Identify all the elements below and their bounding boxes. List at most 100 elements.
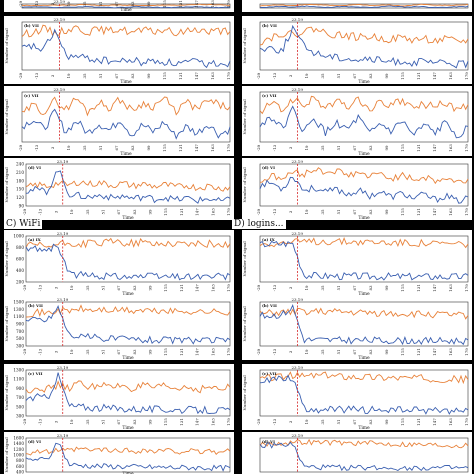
x-tick-label: 3	[50, 2, 55, 5]
x-tick-label: 83	[132, 419, 137, 425]
x-tick-label: 35	[320, 145, 325, 151]
x-tick-label: -29	[22, 348, 27, 355]
y-tick-label: 800	[16, 245, 24, 250]
x-tick-label: -13	[272, 348, 277, 355]
x-tick-label: -29	[18, 144, 23, 151]
plot-frame	[259, 369, 469, 417]
x-tick-label: 163	[210, 144, 215, 152]
panel-tag: (b) VII	[262, 303, 277, 308]
x-tick-label: 51	[100, 209, 105, 214]
x-tick-label: 99	[146, 145, 151, 151]
x-tick-label: 35	[320, 73, 325, 79]
x-tick-label: 19	[304, 419, 309, 425]
x-tick-label: 35	[85, 285, 90, 291]
x-tick-label: 51	[336, 285, 341, 290]
x-axis-label: Time	[122, 425, 134, 431]
x-tick-label: -13	[34, 0, 39, 7]
event-label: 23.19	[291, 159, 303, 164]
series-line-orange	[259, 3, 469, 7]
x-tick-label: 83	[132, 209, 137, 215]
x-tick-label: 147	[432, 418, 437, 426]
series-line-blue	[259, 105, 469, 139]
panel-bg	[4, 158, 234, 220]
y-axis-label: Number of signal	[4, 167, 9, 203]
subplot-c1: 23.19 -29 -13 3 19 35 51 67 83 99 115 131 147 163 179 T…	[4, 0, 234, 13]
x-tick-label: 115	[162, 0, 167, 8]
x-tick-label: 147	[194, 144, 199, 152]
x-tick-label: 179	[464, 72, 469, 80]
event-label: 23.19	[291, 365, 303, 370]
event-label: 23.19	[53, 87, 65, 92]
x-tick-label: 115	[163, 208, 168, 216]
y-axis-label: Number of signal	[242, 167, 247, 203]
x-tick-label: 19	[69, 285, 74, 291]
panel-tag: (b) VII	[262, 23, 277, 28]
x-tick-label: 163	[210, 0, 215, 8]
x-tick-label: -13	[272, 418, 277, 425]
event-label: 23.19	[57, 159, 69, 164]
y-axis-label: Number of signal	[4, 99, 9, 135]
x-tick-label: 131	[416, 348, 421, 356]
subplot-d3: 23.19 (c) VII -29 -13 3 19 35 51 67 83 99 115 131 147…	[242, 86, 472, 157]
series-line-blue	[259, 303, 469, 346]
x-tick-label: 131	[416, 418, 421, 426]
x-tick-label: 99	[148, 285, 153, 291]
x-tick-label: 163	[210, 348, 215, 356]
x-tick-label: 51	[336, 145, 341, 150]
subplot-d8: 23.19 (d) VI	[242, 432, 472, 474]
event-label: 23.19	[291, 297, 303, 302]
x-tick-label: 51	[336, 73, 341, 78]
plot-frame	[25, 437, 231, 473]
x-tick-label: 83	[130, 1, 135, 7]
series-line-blue	[21, 108, 231, 140]
x-tick-label: 115	[400, 418, 405, 426]
panel-tag: (d) VI	[262, 165, 275, 170]
y-tick-label: 400	[16, 470, 24, 474]
x-tick-label: 99	[384, 419, 389, 425]
x-tick-label: 67	[352, 209, 357, 215]
y-axis-label: Number of signal	[4, 306, 9, 342]
x-tick-label: 99	[384, 349, 389, 355]
panel-tag: (d) VI	[28, 439, 41, 444]
x-tick-label: -29	[256, 144, 261, 151]
x-tick-label: 35	[85, 419, 90, 425]
series-line-blue	[259, 5, 469, 8]
x-tick-label: 147	[195, 284, 200, 292]
x-tick-label: 163	[448, 144, 453, 152]
x-tick-label: 67	[352, 73, 357, 79]
panel-tag: (c) VII	[28, 371, 43, 376]
x-tick-label: 67	[352, 419, 357, 425]
subplot-c5: 23.19 (a) IX 1000 800 600 400 200-29 -13 3 19 35 51…	[4, 230, 234, 297]
x-tick-label: -29	[18, 0, 23, 7]
panel-tag: (b) VII	[24, 23, 39, 28]
x-tick-label: 179	[226, 144, 231, 152]
x-tick-label: 19	[304, 285, 309, 291]
x-tick-label: -13	[38, 418, 43, 425]
series-line-blue	[21, 28, 231, 69]
x-tick-label: 147	[194, 0, 199, 8]
subplot-d6: 23.19 (b) VII -29 -13 3 19 35 51 67 83 99 115 131 147…	[242, 296, 472, 361]
x-tick-label: 131	[179, 208, 184, 216]
x-tick-label: 163	[448, 418, 453, 426]
x-tick-label: 3	[288, 420, 293, 423]
x-tick-label: 19	[304, 349, 309, 355]
x-tick-label: -13	[272, 144, 277, 151]
plot-frame	[25, 163, 231, 207]
plot-frame	[21, 3, 231, 9]
x-tick-label: 115	[162, 72, 167, 80]
x-tick-label: 3	[50, 146, 55, 149]
x-axis-label: Time	[358, 215, 370, 221]
x-tick-label: 3	[288, 146, 293, 149]
x-tick-label: 147	[432, 348, 437, 356]
panel-bg	[4, 86, 234, 156]
x-tick-label: 67	[352, 285, 357, 291]
x-axis-label: Time	[122, 471, 134, 474]
x-tick-label: 179	[226, 72, 231, 80]
x-tick-label: -13	[34, 72, 39, 79]
x-tick-label: 179	[464, 284, 469, 292]
x-tick-label: 115	[400, 284, 405, 292]
x-axis-label: Time	[358, 79, 370, 85]
series-line-orange	[259, 236, 469, 249]
x-tick-label: 67	[116, 349, 121, 355]
panel-tag: (c) VII	[24, 93, 39, 98]
